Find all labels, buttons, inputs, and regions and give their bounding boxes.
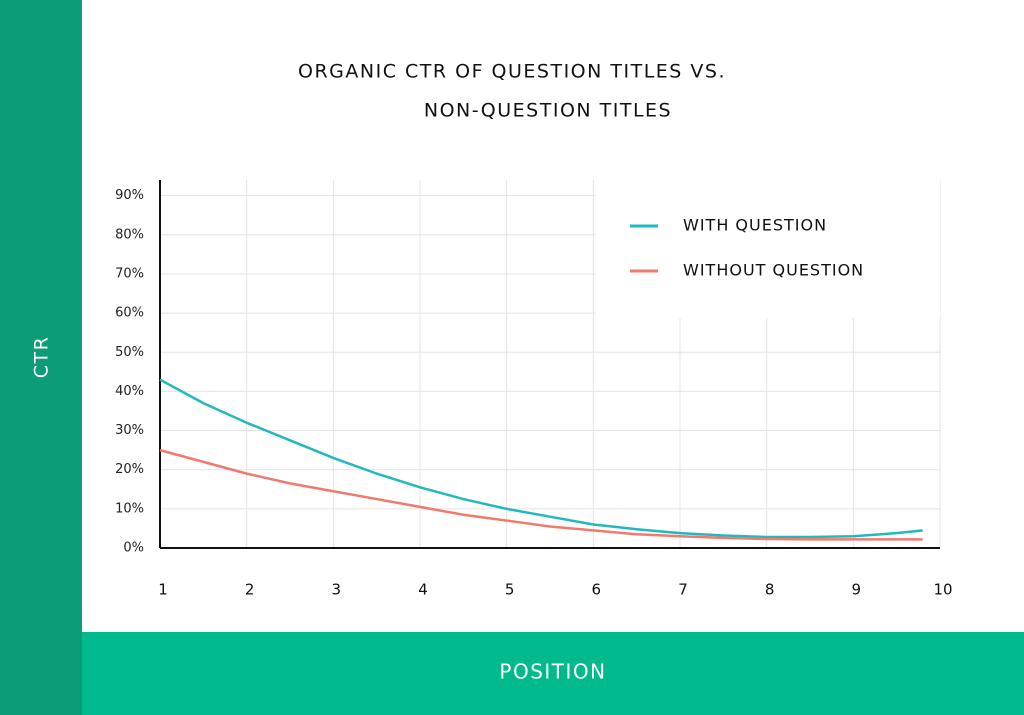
x-tick-label: 10 xyxy=(933,581,952,599)
x-tick-label: 5 xyxy=(505,581,515,599)
chart-title: NON-QUESTION TITLES xyxy=(424,100,672,122)
x-tick-label: 2 xyxy=(245,581,255,599)
y-tick-label: 10% xyxy=(115,501,144,516)
legend-label: WITH QUESTION xyxy=(683,216,827,235)
trend-line xyxy=(159,448,923,541)
chart-title: ORGANIC CTR OF QUESTION TITLES VS. xyxy=(298,61,726,83)
y-tick-label: 30% xyxy=(115,423,144,438)
y-tick-label: 70% xyxy=(115,266,144,281)
y-axis-label: CTR xyxy=(31,336,53,379)
y-tick-label: 40% xyxy=(115,384,144,399)
x-tick-label: 4 xyxy=(418,581,428,599)
y-tick-label: 20% xyxy=(115,462,144,477)
x-tick-label: 1 xyxy=(158,581,168,599)
y-tick-label: 0% xyxy=(123,541,144,556)
x-tick-label: 3 xyxy=(332,581,342,599)
legend-box xyxy=(596,180,940,318)
x-tick-label: 7 xyxy=(678,581,688,599)
x-tick-label: 9 xyxy=(852,581,862,599)
y-tick-label: 50% xyxy=(115,345,144,360)
x-tick-label: 6 xyxy=(592,581,602,599)
y-tick-label: 60% xyxy=(115,306,144,321)
trend-line xyxy=(159,378,923,539)
y-axis-band xyxy=(0,0,82,715)
x-axis-band xyxy=(82,632,1024,715)
legend-label: WITHOUT QUESTION xyxy=(683,261,864,280)
x-tick-label: 8 xyxy=(765,581,775,599)
x-axis-label: POSITION xyxy=(499,660,606,684)
y-tick-label: 90% xyxy=(115,188,144,203)
y-tick-label: 80% xyxy=(115,227,144,242)
